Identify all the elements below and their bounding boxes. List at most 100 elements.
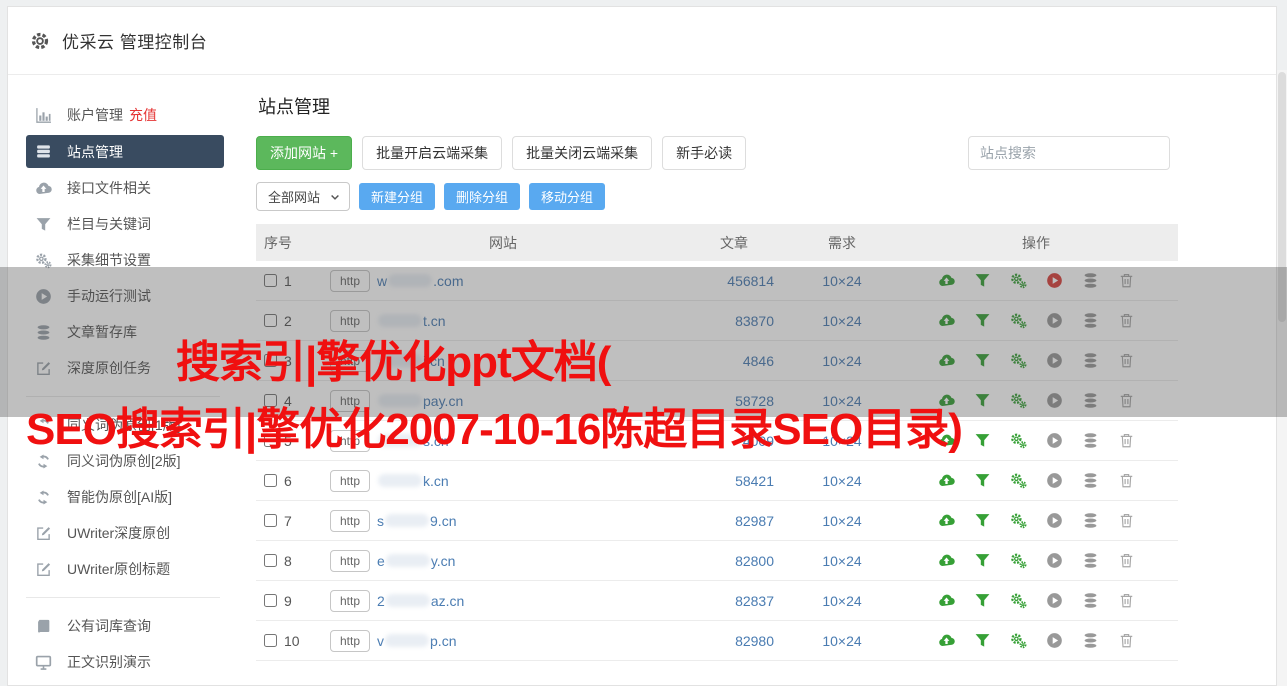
trash-icon[interactable]	[1118, 392, 1135, 409]
filter-icon[interactable]	[974, 552, 991, 569]
gears-icon[interactable]	[1010, 272, 1027, 289]
play-icon[interactable]	[1046, 432, 1063, 449]
site-search-input[interactable]	[968, 136, 1170, 170]
row-checkbox[interactable]	[264, 394, 277, 407]
batch-open-collect-button[interactable]: 批量开启云端采集	[362, 136, 503, 170]
sidebar-item[interactable]: UWriter原创标题	[8, 551, 246, 587]
row-checkbox[interactable]	[264, 354, 277, 367]
batch-close-collect-button[interactable]: 批量关闭云端采集	[512, 136, 653, 170]
sidebar-item[interactable]: UWriter深度原创	[8, 515, 246, 551]
database-icon[interactable]	[1082, 352, 1099, 369]
cloud-upload-icon[interactable]	[938, 392, 955, 409]
row-checkbox[interactable]	[264, 314, 277, 327]
cloud-upload-icon[interactable]	[938, 592, 955, 609]
database-icon[interactable]	[1082, 472, 1099, 489]
database-icon[interactable]	[1082, 592, 1099, 609]
cloud-upload-icon[interactable]	[938, 312, 955, 329]
gears-icon[interactable]	[1010, 552, 1027, 569]
scrollbar-thumb[interactable]	[1278, 72, 1286, 322]
sidebar-item[interactable]: 文章暂存库	[8, 314, 246, 350]
site-domain[interactable]: 2 az.cn	[377, 593, 464, 609]
row-checkbox[interactable]	[264, 594, 277, 607]
sidebar-item[interactable]: 深度原创任务	[8, 350, 246, 386]
site-domain[interactable]: s.cn	[377, 433, 449, 449]
row-checkbox[interactable]	[264, 434, 277, 447]
site-domain[interactable]: i.cn	[377, 353, 445, 369]
newbie-guide-button[interactable]: 新手必读	[662, 136, 747, 170]
trash-icon[interactable]	[1118, 472, 1135, 489]
gears-icon[interactable]	[1010, 632, 1027, 649]
trash-icon[interactable]	[1118, 592, 1135, 609]
cloud-upload-icon[interactable]	[938, 432, 955, 449]
play-icon[interactable]	[1046, 352, 1063, 369]
group-filter-select[interactable]: 全部网站	[256, 182, 351, 211]
trash-icon[interactable]	[1118, 312, 1135, 329]
play-icon[interactable]	[1046, 632, 1063, 649]
play-icon[interactable]	[1046, 592, 1063, 609]
cloud-upload-icon[interactable]	[938, 472, 955, 489]
play-icon[interactable]	[1046, 392, 1063, 409]
filter-icon[interactable]	[974, 272, 991, 289]
sidebar-item[interactable]: 智能伪原创[AI版]	[8, 479, 246, 515]
sidebar-item[interactable]: 接口文件相关	[8, 170, 246, 206]
row-checkbox[interactable]	[264, 274, 277, 287]
filter-icon[interactable]	[974, 512, 991, 529]
row-checkbox[interactable]	[264, 514, 277, 527]
filter-icon[interactable]	[974, 352, 991, 369]
cloud-upload-icon[interactable]	[938, 632, 955, 649]
site-domain[interactable]: k.cn	[377, 473, 449, 489]
site-domain[interactable]: w .com	[377, 273, 463, 289]
move-group-button[interactable]: 移动分组	[529, 183, 606, 210]
trash-icon[interactable]	[1118, 272, 1135, 289]
database-icon[interactable]	[1082, 272, 1099, 289]
gears-icon[interactable]	[1010, 392, 1027, 409]
row-checkbox[interactable]	[264, 634, 277, 647]
trash-icon[interactable]	[1118, 632, 1135, 649]
sidebar-item[interactable]: 采集细节设置	[8, 242, 246, 278]
database-icon[interactable]	[1082, 512, 1099, 529]
play-icon[interactable]	[1046, 552, 1063, 569]
row-checkbox[interactable]	[264, 474, 277, 487]
sidebar-item[interactable]: 站点管理	[26, 135, 224, 168]
database-icon[interactable]	[1082, 392, 1099, 409]
filter-icon[interactable]	[974, 432, 991, 449]
sidebar-item[interactable]: 公有词库查询	[8, 608, 246, 644]
scrollbar[interactable]	[1277, 70, 1287, 686]
new-group-button[interactable]: 新建分组	[359, 183, 436, 210]
trash-icon[interactable]	[1118, 552, 1135, 569]
sidebar-item[interactable]: 同义词伪原创[1版]	[8, 407, 246, 443]
database-icon[interactable]	[1082, 632, 1099, 649]
site-domain[interactable]: v p.cn	[377, 633, 456, 649]
cloud-upload-icon[interactable]	[938, 552, 955, 569]
filter-icon[interactable]	[974, 592, 991, 609]
site-domain[interactable]: t.cn	[377, 313, 446, 329]
filter-icon[interactable]	[974, 632, 991, 649]
filter-icon[interactable]	[974, 392, 991, 409]
sidebar-item[interactable]: 账户管理 充值	[8, 97, 246, 133]
gears-icon[interactable]	[1010, 352, 1027, 369]
filter-icon[interactable]	[974, 472, 991, 489]
recharge-link[interactable]: 充值	[129, 107, 157, 123]
sidebar-item[interactable]: 正文识别演示	[8, 644, 246, 680]
sidebar-item[interactable]: 栏目与关键词	[8, 206, 246, 242]
trash-icon[interactable]	[1118, 352, 1135, 369]
gears-icon[interactable]	[1010, 312, 1027, 329]
play-icon[interactable]	[1046, 472, 1063, 489]
delete-group-button[interactable]: 删除分组	[444, 183, 521, 210]
sidebar-item[interactable]: 同义词伪原创[2版]	[8, 443, 246, 479]
database-icon[interactable]	[1082, 432, 1099, 449]
gears-icon[interactable]	[1010, 472, 1027, 489]
sidebar-item[interactable]: 手动运行测试	[8, 278, 246, 314]
database-icon[interactable]	[1082, 552, 1099, 569]
play-icon[interactable]	[1046, 312, 1063, 329]
database-icon[interactable]	[1082, 312, 1099, 329]
gears-icon[interactable]	[1010, 512, 1027, 529]
cloud-upload-icon[interactable]	[938, 352, 955, 369]
row-checkbox[interactable]	[264, 554, 277, 567]
play-icon[interactable]	[1046, 512, 1063, 529]
cloud-upload-icon[interactable]	[938, 512, 955, 529]
cloud-upload-icon[interactable]	[938, 272, 955, 289]
site-domain[interactable]: s 9.cn	[377, 513, 456, 529]
add-site-button[interactable]: 添加网站 +	[256, 136, 353, 170]
site-domain[interactable]: e y.cn	[377, 553, 455, 569]
